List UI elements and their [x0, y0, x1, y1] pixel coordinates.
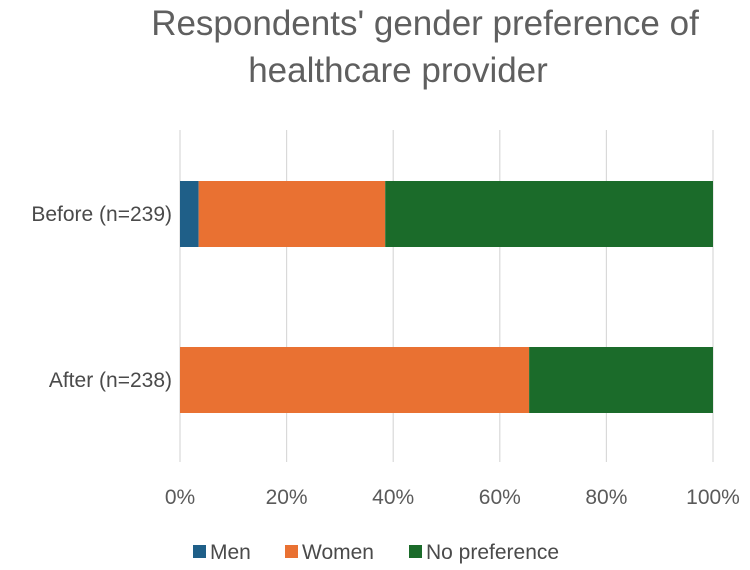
bar-before-n-239-no-preference	[385, 181, 713, 247]
legend-swatch-women	[285, 545, 298, 558]
legend-label-men: Men	[210, 541, 251, 564]
x-tick-label: 80%	[585, 486, 627, 509]
legend-swatch-men	[193, 545, 206, 558]
legend-label-women: Women	[302, 541, 374, 564]
x-tick-label: 100%	[686, 486, 740, 509]
x-tick-label: 20%	[266, 486, 308, 509]
bar-before-n-239-men	[180, 181, 199, 247]
x-tick-label: 0%	[165, 486, 195, 509]
y-tick-label: After (n=238)	[49, 369, 172, 392]
bar-after-n-238-no-preference	[529, 347, 713, 413]
bar-after-n-238-women	[180, 347, 530, 413]
legend: Men Women No preference	[193, 541, 559, 564]
chart-title-line-2: healthcare provider	[248, 51, 548, 90]
y-tick-label: Before (n=239)	[31, 203, 172, 226]
x-axis-labels: 0% 20% 40% 60% 80% 100%	[165, 486, 740, 509]
bar-before-n-239-women	[198, 181, 386, 247]
legend-swatch-no-preference	[409, 545, 422, 558]
legend-label-no-preference: No preference	[426, 541, 559, 564]
bars	[180, 181, 713, 413]
y-axis-labels: Before (n=239) After (n=238)	[31, 203, 172, 392]
x-tick-label: 40%	[372, 486, 414, 509]
x-tick-label: 60%	[479, 486, 521, 509]
chart-title-line-1: Respondents' gender preference of	[151, 4, 699, 43]
